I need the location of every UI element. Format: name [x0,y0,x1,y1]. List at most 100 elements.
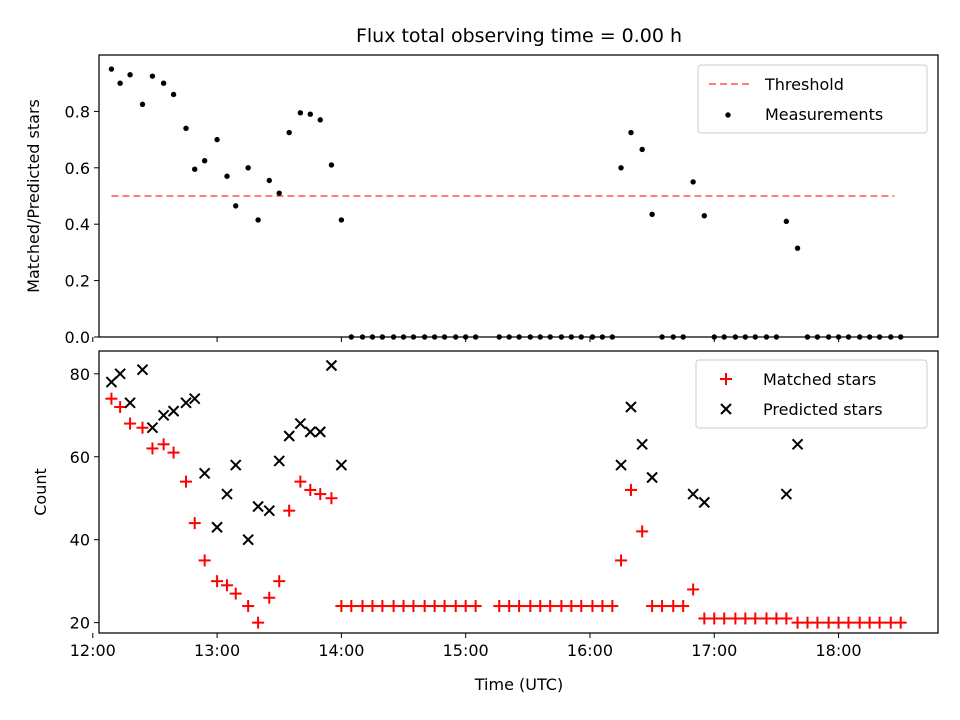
matched-stars-point [873,616,886,629]
y-tick-label: 0.2 [65,272,90,291]
matched-stars-point [304,483,317,496]
matched-stars-point [513,600,526,613]
matched-stars-point [575,600,588,613]
predicted-stars-point [146,422,159,434]
measurement-point [201,158,208,164]
bottom-legend: Matched stars Predicted stars [695,359,928,429]
predicted-stars-point [189,392,201,405]
predicted-stars-point [646,471,658,484]
y-tick-label: 80 [70,365,90,384]
predicted-stars-point [105,376,118,388]
x-axis-label: Time (UTC) [474,675,563,694]
x-tick-label: 16:00 [567,641,613,660]
predicted-stars-point [687,488,699,500]
measurement-point [245,165,251,171]
matched-stars-point [146,442,159,455]
measurement-point [297,110,304,116]
predicted-stars-point [221,488,233,500]
measurement-point [317,117,323,123]
measurement-point [170,91,177,98]
matched-stars-point [842,616,855,629]
measurement-point [255,217,261,223]
measurement-point [266,177,272,184]
top-panel: 0.00.20.40.60.8 Matched/Predicted stars … [24,54,939,347]
matched-stars-point [252,616,265,629]
matched-stars-point [606,600,619,613]
measurement-point [701,213,708,219]
predicted-stars-point [791,438,804,451]
predicted-stars-point [242,533,254,546]
top-legend-box [697,64,928,134]
matched-stars-point [314,488,327,501]
measurement-point [117,80,123,86]
matched-stars-point [136,421,149,434]
matched-stars-point [114,400,127,413]
bottom-panel-frame [98,350,939,634]
top-plot-marks [108,66,904,340]
predicted-stars-point [294,417,307,430]
top-panel-frame [98,54,939,338]
predicted-stars-point [230,459,242,471]
predicted-stars-point [314,426,326,438]
measurement-point [139,101,146,108]
x-tick-label: 13:00 [194,641,240,660]
matched-stars-point [438,600,451,613]
measurement-point [276,190,282,196]
x-tick-label: 18:00 [816,641,862,660]
matched-stars-point [811,616,824,629]
measurement-point [794,245,801,251]
y-tick-label: 60 [70,448,90,467]
x-tick-label: 14:00 [318,641,364,660]
matched-stars-point [376,600,389,613]
measurement-point [628,129,634,136]
predicted-stars-point [211,521,223,533]
legend-predicted-label: Predicted stars [763,400,883,419]
legend-matched-label: Matched stars [763,370,876,389]
predicted-stars-point [252,500,264,513]
y-tick-label: 0.4 [65,215,90,234]
y-tick-label: 0.8 [65,102,90,121]
matched-stars-point [105,392,118,405]
y-tick-label: 20 [70,614,90,633]
legend-predicted-swatch [720,403,732,415]
predicted-stars-point [636,438,648,451]
matched-stars-point [469,600,482,613]
y-tick-label: 40 [70,531,90,550]
predicted-stars-point [263,504,275,517]
matched-stars-point [283,504,296,517]
matched-stars-point [167,446,180,459]
matched-stars-point [229,587,242,600]
predicted-stars-point [304,426,317,438]
predicted-stars-point [780,488,793,500]
bottom-y-axis-label: Count [31,468,50,516]
top-y-axis-label: Matched/Predicted stars [24,99,43,293]
measurement-point [214,136,220,143]
bottom-x-axis-ticks: 12:00 13:00 14:00 15:00 16:00 17:00 18:00 [70,633,862,660]
top-y-axis-ticks: 0.0 0.2 0.4 0.6 0.8 [65,102,99,347]
measurement-point [149,73,156,79]
measurement-point [618,165,624,171]
bottom-y-axis-ticks: 20 40 60 80 [70,365,99,633]
matched-stars-point [124,417,137,430]
measurement-point [338,217,345,223]
top-legend: Threshold Measurements [697,64,928,134]
measurement-point [690,179,696,185]
predicted-stars-point [615,459,627,471]
legend-threshold-label: Threshold [764,75,844,94]
matched-stars-point [636,525,649,538]
measurement-point [286,129,292,136]
measurement-point [328,162,335,168]
measurement-point [160,80,167,86]
matched-stars-point [180,475,193,488]
matched-stars-point [294,475,307,488]
matched-stars-point [677,600,690,613]
predicted-stars-point [167,405,180,417]
measurement-point [127,72,133,78]
predicted-stars-point [325,359,338,372]
matched-stars-point [407,600,420,613]
matched-stars-point [615,554,628,567]
measurement-point [224,173,230,179]
matched-stars-point [221,579,234,592]
